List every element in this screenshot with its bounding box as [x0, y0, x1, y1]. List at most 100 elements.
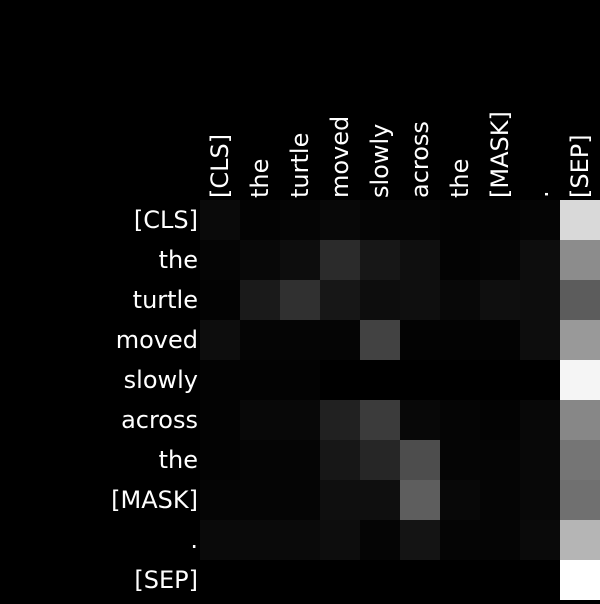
heatmap-cells	[200, 200, 600, 600]
heatmap-cell	[480, 240, 520, 280]
heatmap-cell	[520, 400, 560, 440]
y-axis-labels: [CLS] the turtle moved slowly across the [MASK]…	[111, 206, 198, 594]
heatmap-cell	[320, 560, 360, 600]
heatmap-cell	[320, 200, 360, 240]
heatmap-cell	[520, 480, 560, 520]
heatmap-cell	[440, 480, 480, 520]
heatmap-cell	[480, 400, 520, 440]
heatmap-cell	[320, 360, 360, 400]
heatmap-cell	[560, 240, 600, 280]
heatmap-cell	[200, 560, 240, 600]
heatmap-cell	[280, 240, 320, 280]
heatmap-cell	[520, 240, 560, 280]
heatmap-cell	[400, 200, 440, 240]
heatmap-cell	[240, 280, 280, 320]
x-tick-label: slowly	[366, 124, 394, 198]
heatmap-cell	[200, 440, 240, 480]
y-tick-label: .	[190, 526, 198, 554]
heatmap-cell	[560, 400, 600, 440]
heatmap-cell	[360, 200, 400, 240]
heatmap-cell	[480, 440, 520, 480]
heatmap-cell	[400, 320, 440, 360]
heatmap-cell	[240, 440, 280, 480]
heatmap-cell	[320, 480, 360, 520]
x-tick-label: moved	[326, 116, 354, 198]
heatmap-cell	[320, 400, 360, 440]
heatmap-cell	[520, 560, 560, 600]
heatmap-cell	[480, 360, 520, 400]
heatmap-cell	[360, 440, 400, 480]
heatmap-cell	[360, 480, 400, 520]
heatmap-cell	[240, 400, 280, 440]
heatmap-cell	[240, 520, 280, 560]
heatmap-cell	[480, 280, 520, 320]
heatmap-cell	[360, 360, 400, 400]
heatmap-cell	[320, 240, 360, 280]
heatmap-cell	[280, 320, 320, 360]
heatmap-cell	[440, 280, 480, 320]
heatmap-cell	[440, 320, 480, 360]
y-tick-label: turtle	[133, 286, 198, 314]
x-tick-label: the	[246, 159, 274, 198]
y-tick-label: moved	[116, 326, 198, 354]
heatmap-cell	[520, 280, 560, 320]
x-tick-label: turtle	[286, 133, 314, 198]
heatmap-cell	[320, 440, 360, 480]
heatmap-cell	[520, 200, 560, 240]
heatmap-cell	[200, 520, 240, 560]
heatmap-cell	[560, 320, 600, 360]
heatmap-cell	[480, 320, 520, 360]
x-tick-label: the	[446, 159, 474, 198]
heatmap-cell	[400, 360, 440, 400]
heatmap-cell	[320, 520, 360, 560]
x-tick-label: across	[406, 121, 434, 198]
heatmap-cell	[440, 360, 480, 400]
heatmap-cell	[560, 520, 600, 560]
heatmap-cell	[520, 320, 560, 360]
y-tick-label: [MASK]	[111, 486, 198, 514]
heatmap-cell	[200, 400, 240, 440]
heatmap-cell	[360, 240, 400, 280]
x-axis-labels: [CLS] the turtle moved slowly across the [MASK]…	[206, 111, 594, 198]
heatmap-cell	[360, 320, 400, 360]
heatmap-cell	[360, 560, 400, 600]
heatmap-cell	[200, 480, 240, 520]
heatmap-cell	[440, 440, 480, 480]
heatmap-cell	[400, 480, 440, 520]
x-tick-label: [MASK]	[486, 111, 514, 198]
heatmap-cell	[200, 200, 240, 240]
heatmap-cell	[480, 200, 520, 240]
heatmap-cell	[400, 400, 440, 440]
y-tick-label: across	[121, 406, 198, 434]
heatmap-cell	[520, 360, 560, 400]
heatmap-cell	[200, 320, 240, 360]
x-tick-label: [SEP]	[566, 134, 594, 198]
heatmap-cell	[200, 280, 240, 320]
heatmap-cell	[400, 280, 440, 320]
heatmap-cell	[360, 520, 400, 560]
heatmap-cell	[480, 520, 520, 560]
heatmap-cell	[560, 280, 600, 320]
heatmap-cell	[520, 440, 560, 480]
heatmap-cell	[280, 400, 320, 440]
heatmap-cell	[400, 520, 440, 560]
heatmap-cell	[560, 560, 600, 600]
heatmap-cell	[240, 360, 280, 400]
y-tick-label: [CLS]	[134, 206, 198, 234]
heatmap-cell	[480, 560, 520, 600]
heatmap-cell	[440, 200, 480, 240]
heatmap-cell	[480, 480, 520, 520]
heatmap-cell	[400, 440, 440, 480]
heatmap-cell	[400, 240, 440, 280]
heatmap-cell	[520, 520, 560, 560]
y-tick-label: [SEP]	[134, 566, 198, 594]
heatmap-cell	[440, 560, 480, 600]
heatmap-cell	[200, 360, 240, 400]
heatmap-cell	[320, 320, 360, 360]
heatmap-cell	[280, 200, 320, 240]
heatmap-cell	[200, 240, 240, 280]
heatmap-cell	[440, 240, 480, 280]
x-tick-label: [CLS]	[206, 134, 234, 198]
heatmap-cell	[280, 360, 320, 400]
